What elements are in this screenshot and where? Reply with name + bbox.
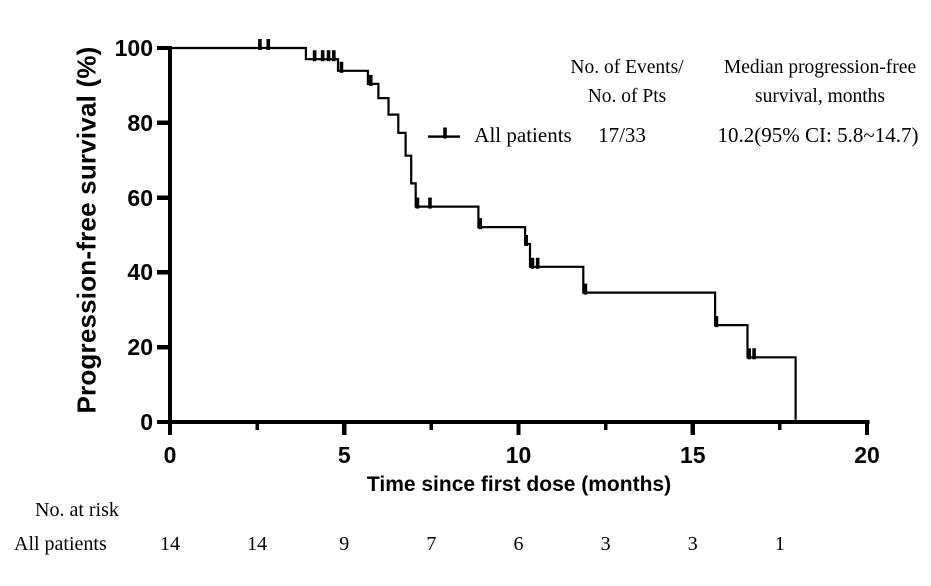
- x-tick-label: 10: [505, 442, 532, 468]
- y-tick-label: 0: [140, 409, 153, 435]
- censor-marks-layer: [258, 39, 756, 360]
- censor-tick: [368, 74, 373, 86]
- censor-tick: [326, 50, 331, 62]
- legend-events-value: 17/33: [598, 123, 646, 147]
- axes-layer: [157, 45, 870, 435]
- y-tick-mark: [157, 270, 170, 275]
- legend-header-median: Median progression-free survival, months: [695, 53, 931, 111]
- censor-tick: [258, 39, 262, 50]
- legend-median-value: 10.2(95% CI: 5.8~14.7): [717, 123, 919, 147]
- x-minor-tick-mark: [429, 422, 434, 430]
- censor-tick: [524, 234, 528, 246]
- censor-tick: [428, 197, 432, 209]
- legend-header-events-line1: No. of Events/: [570, 57, 684, 78]
- legend-header-events: No. of Events/ No. of Pts: [527, 53, 727, 111]
- y-tick-label: 20: [127, 334, 153, 361]
- y-tick-mark: [157, 345, 170, 350]
- censor-tick: [312, 50, 317, 62]
- x-minor-tick-mark: [603, 422, 608, 430]
- censor-tick: [415, 197, 420, 209]
- risk-row-label: All patients: [14, 533, 107, 555]
- x-tick-label: 5: [337, 442, 351, 468]
- x-minor-tick-mark: [255, 422, 259, 430]
- censor-tick: [535, 257, 540, 269]
- x-tick-mark: [690, 422, 695, 435]
- censor-tick: [714, 316, 719, 328]
- x-axis-title: Time since first dose (months): [366, 473, 672, 496]
- y-tick-mark: [157, 120, 170, 125]
- censor-tick: [752, 348, 756, 360]
- censor-tick: [331, 50, 336, 62]
- x-tick-mark: [167, 422, 173, 435]
- x-tick-label: 20: [854, 442, 880, 468]
- legend-series-label: All patients: [474, 123, 572, 147]
- censor-tick: [266, 39, 271, 50]
- risk-value: 14: [160, 533, 180, 555]
- x-tick-label: 15: [679, 442, 706, 468]
- risk-value: 3: [687, 533, 698, 555]
- legend-symbol-censor-tick: [443, 127, 447, 139]
- risk-value: 3: [600, 533, 611, 555]
- risk-value: 9: [339, 533, 350, 555]
- y-tick-mark: [157, 45, 170, 51]
- legend-header-median-line1: Median progression-free: [723, 57, 917, 78]
- risk-table-title: No. at risk: [35, 499, 119, 521]
- risk-value: 6: [513, 533, 524, 555]
- x-tick-mark: [864, 422, 870, 435]
- y-tick-label: 60: [127, 184, 153, 211]
- y-tick-label: 80: [127, 109, 153, 136]
- censor-tick: [320, 50, 325, 62]
- censor-tick: [339, 61, 344, 73]
- legend-header-events-line2: No. of Pts: [587, 86, 667, 107]
- legend-line-tick-symbol: [428, 127, 460, 139]
- y-tick-label: 100: [114, 35, 153, 61]
- y-tick-mark: [157, 419, 170, 425]
- x-tick-mark: [516, 422, 521, 435]
- censor-tick: [747, 348, 752, 360]
- km-curve: [170, 46, 797, 420]
- y-tick-mark: [157, 195, 170, 200]
- x-tick-mark: [342, 422, 347, 435]
- km-curve-layer: [170, 46, 797, 420]
- censor-tick: [583, 283, 588, 295]
- censor-tick: [478, 218, 482, 230]
- risk-value: 14: [247, 533, 268, 555]
- legend-header-median-line2: survival, months: [755, 86, 885, 107]
- censor-tick: [530, 257, 535, 269]
- risk-value: 7: [426, 533, 437, 555]
- y-tick-label: 40: [127, 259, 153, 286]
- x-tick-label: 0: [163, 442, 177, 468]
- x-minor-tick-mark: [778, 422, 782, 430]
- y-axis-line: [167, 46, 173, 424]
- risk-value: 1: [774, 533, 785, 555]
